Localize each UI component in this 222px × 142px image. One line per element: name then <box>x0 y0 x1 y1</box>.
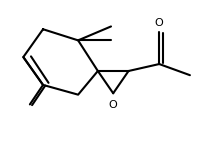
Text: O: O <box>155 18 163 28</box>
Text: O: O <box>109 100 118 110</box>
